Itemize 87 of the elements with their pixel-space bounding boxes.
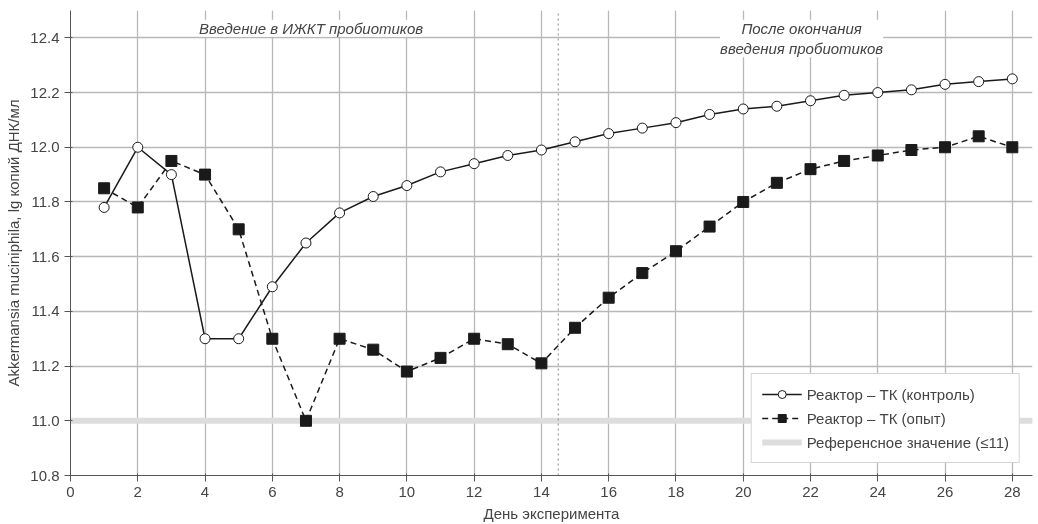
point xyxy=(771,100,783,112)
point xyxy=(804,163,817,176)
point xyxy=(602,291,615,304)
point xyxy=(333,332,346,345)
x-tick-label: 6 xyxy=(268,482,277,500)
x-tick-label: 26 xyxy=(936,482,954,500)
legend-label: Референсное значение (≤11) xyxy=(806,433,1009,451)
point xyxy=(703,220,716,233)
annotation: Введение в ИЖКТ пробиотиков xyxy=(198,19,424,37)
point xyxy=(939,78,951,90)
y-tick-label: 11.4 xyxy=(31,302,60,320)
point xyxy=(98,201,110,213)
y-tick-label: 11.0 xyxy=(31,411,60,429)
point xyxy=(569,321,582,334)
point xyxy=(737,103,749,115)
point xyxy=(266,281,278,293)
point xyxy=(300,237,312,249)
point xyxy=(973,76,985,88)
point xyxy=(199,333,211,345)
point xyxy=(669,245,682,258)
point xyxy=(468,158,480,170)
point xyxy=(569,136,581,148)
point xyxy=(805,95,816,107)
point xyxy=(636,122,648,134)
point xyxy=(972,130,985,143)
point xyxy=(905,84,917,96)
y-tick-label: 12.4 xyxy=(30,28,60,46)
point xyxy=(233,333,245,345)
point xyxy=(299,414,312,427)
x-axis-title: День эксперимента xyxy=(483,504,621,522)
point xyxy=(838,89,850,101)
x-tick-label: 24 xyxy=(869,482,887,500)
point xyxy=(435,166,446,178)
legend-label: Реактор – ТК (опыт) xyxy=(806,409,946,427)
point xyxy=(266,332,279,345)
point xyxy=(770,176,783,189)
point xyxy=(535,357,548,370)
point xyxy=(871,149,884,162)
point xyxy=(131,201,144,214)
y-tick-label: 10.8 xyxy=(30,466,60,484)
point xyxy=(1006,73,1018,85)
point xyxy=(1006,141,1019,154)
x-tick-label: 18 xyxy=(667,482,685,500)
x-tick-label: 10 xyxy=(398,482,416,500)
x-tick-label: 14 xyxy=(533,482,550,500)
point xyxy=(132,141,144,153)
point xyxy=(334,207,346,219)
point xyxy=(165,169,177,181)
point xyxy=(636,267,649,280)
point xyxy=(468,332,481,345)
point xyxy=(670,117,682,129)
x-tick-label: 2 xyxy=(133,482,142,500)
x-tick-label: 12 xyxy=(465,482,483,500)
point xyxy=(367,343,380,356)
point xyxy=(199,168,212,181)
point xyxy=(838,154,851,167)
point xyxy=(367,191,379,202)
point xyxy=(905,144,918,156)
point xyxy=(401,180,413,192)
point xyxy=(603,128,615,140)
y-tick-label: 11.2 xyxy=(31,357,60,375)
point xyxy=(704,108,716,120)
x-tick-label: 28 xyxy=(1003,482,1021,500)
x-tick-label: 4 xyxy=(200,482,210,500)
x-tick-label: 22 xyxy=(802,482,819,500)
point xyxy=(400,365,413,378)
point xyxy=(502,149,514,161)
y-axis-title: Akkermansia muciniphila, lg копий ДНК/мл xyxy=(5,99,23,387)
y-tick-label: 12.0 xyxy=(30,138,60,156)
y-tick-label: 11.6 xyxy=(31,247,60,265)
x-tick-label: 16 xyxy=(600,482,618,500)
point xyxy=(872,87,884,99)
legend-label: Реактор – ТК (контроль) xyxy=(806,385,975,403)
x-tick-label: 20 xyxy=(734,482,752,500)
point xyxy=(98,182,111,195)
point xyxy=(939,141,952,154)
y-tick-label: 11.8 xyxy=(31,192,60,210)
point xyxy=(737,195,750,208)
annotation: После окончания введения пробиотиков xyxy=(720,19,884,58)
y-tick-label: 12.2 xyxy=(30,83,60,101)
point xyxy=(434,351,447,364)
point xyxy=(501,338,514,351)
point xyxy=(535,144,547,156)
x-tick-label: 8 xyxy=(335,482,344,500)
point xyxy=(232,223,245,236)
point xyxy=(165,154,178,167)
x-tick-label: 0 xyxy=(66,482,75,500)
